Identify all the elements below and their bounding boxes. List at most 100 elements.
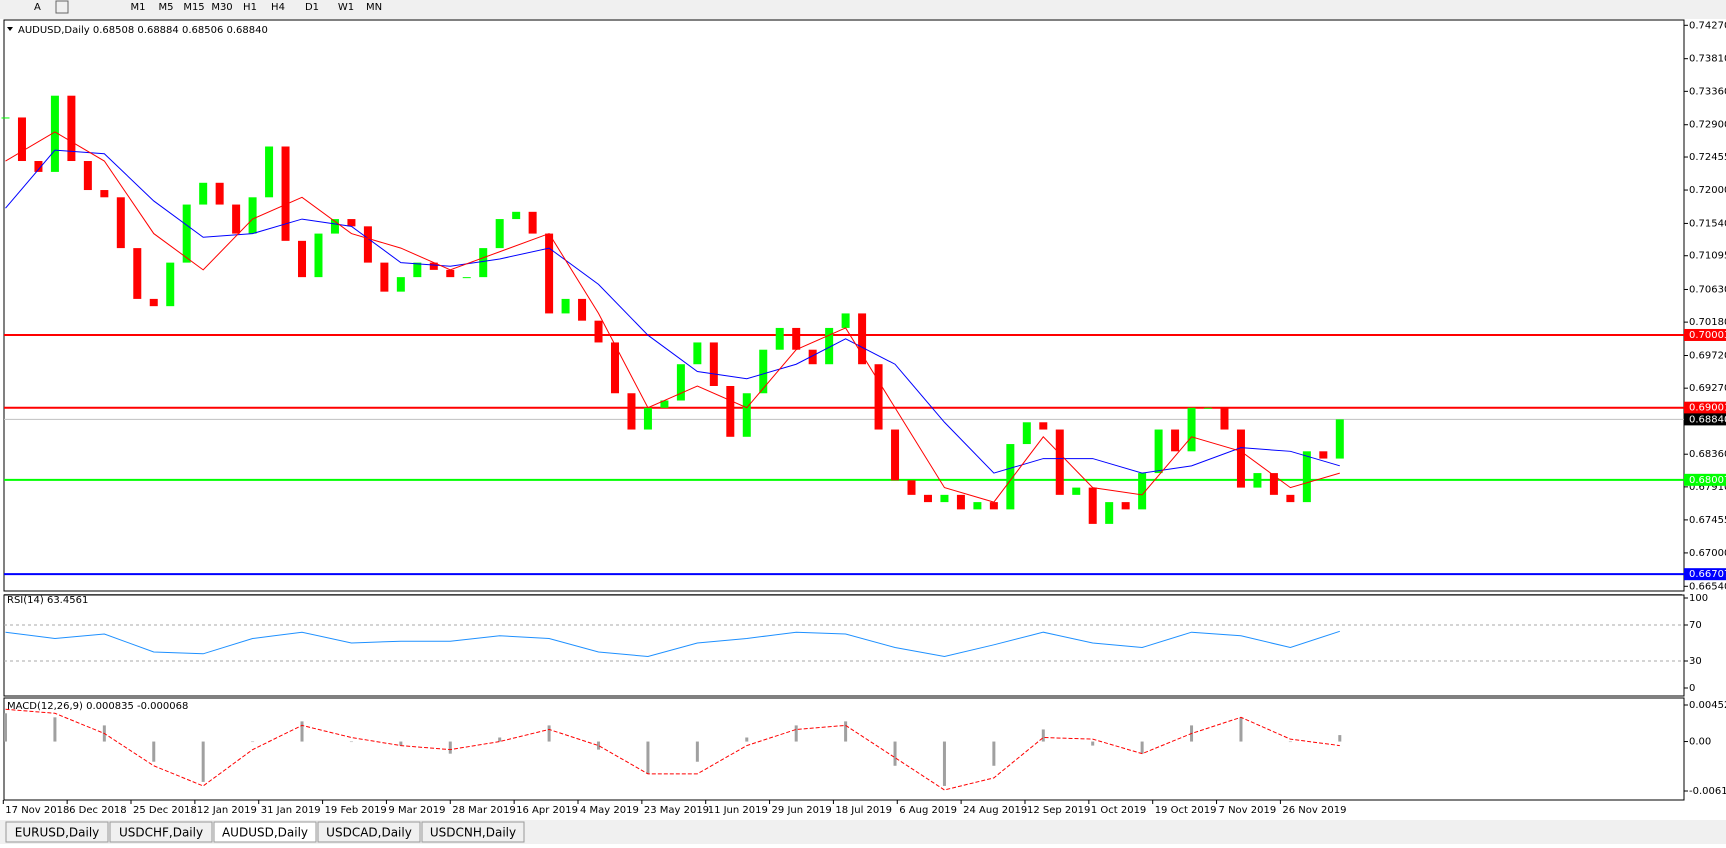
candle xyxy=(1253,473,1262,488)
histogram-bar xyxy=(1091,741,1095,746)
candle xyxy=(100,190,109,198)
panel xyxy=(3,594,1685,697)
candle xyxy=(1286,494,1295,503)
candle xyxy=(1055,429,1064,495)
level-tag xyxy=(1684,473,1726,486)
histogram-bar xyxy=(4,713,7,742)
candle xyxy=(1171,429,1180,452)
y-tick-label: 30 xyxy=(1689,656,1702,667)
histogram-bar xyxy=(992,741,996,766)
candle xyxy=(594,320,603,343)
histogram-bar xyxy=(646,741,650,774)
tab-label[interactable]: USDCHF,Daily xyxy=(119,826,203,840)
candle xyxy=(1269,473,1278,495)
y-tick-label: 0 xyxy=(1689,683,1695,694)
collapse-arrow xyxy=(7,27,13,31)
candle xyxy=(775,327,784,350)
candle xyxy=(891,429,900,481)
candle xyxy=(1335,419,1344,459)
candle xyxy=(643,407,652,430)
tab-label[interactable]: AUDUSD,Daily xyxy=(222,826,308,840)
timeframe-button[interactable]: H4 xyxy=(271,2,285,13)
timeframe-button[interactable]: M15 xyxy=(183,2,204,13)
histogram-bar xyxy=(498,737,502,742)
candle xyxy=(1072,487,1081,495)
candle xyxy=(660,400,669,408)
candle xyxy=(1319,451,1328,459)
y-tick-label: 0.71095 xyxy=(1689,251,1726,262)
histogram-bar xyxy=(597,741,601,750)
histogram-bar xyxy=(399,741,403,746)
timeframe-button[interactable]: H1 xyxy=(243,2,257,13)
timeframe-button[interactable]: MN xyxy=(366,2,382,13)
candle xyxy=(693,342,702,365)
candle xyxy=(1121,502,1130,510)
tab-label[interactable]: USDCAD,Daily xyxy=(326,826,412,840)
timeframe-button[interactable]: M30 xyxy=(211,2,232,13)
candle xyxy=(858,313,867,365)
tab-label[interactable]: USDCNH,Daily xyxy=(430,826,516,840)
timeframe-button[interactable]: M5 xyxy=(159,2,174,13)
y-tick-label: 100 xyxy=(1689,593,1708,604)
candle xyxy=(512,211,521,220)
candle xyxy=(907,480,916,495)
candle xyxy=(759,349,768,394)
candle xyxy=(561,298,570,314)
histogram-bar xyxy=(300,721,304,742)
timeframe-button[interactable]: M1 xyxy=(131,2,146,13)
candle xyxy=(50,95,59,172)
candle xyxy=(610,342,619,394)
candle xyxy=(363,226,372,263)
signal-line xyxy=(5,708,1340,791)
candle xyxy=(956,494,965,510)
histogram-bar xyxy=(893,741,897,766)
histogram-bar xyxy=(794,725,798,742)
histogram-bar xyxy=(251,741,255,743)
tab[interactable] xyxy=(109,821,213,843)
candle xyxy=(1022,422,1031,445)
histogram-bar xyxy=(1338,735,1342,742)
timeframe-button[interactable]: W1 xyxy=(338,2,354,13)
tab[interactable] xyxy=(213,821,317,843)
x-tick-label: 7 Nov 2019 xyxy=(1219,805,1277,816)
tab[interactable] xyxy=(317,821,421,843)
histogram-bar xyxy=(53,717,57,742)
candle xyxy=(1138,473,1147,510)
x-tick-label: 6 Aug 2019 xyxy=(899,805,957,816)
candle xyxy=(429,262,438,270)
candle xyxy=(149,298,158,307)
candle xyxy=(232,204,241,234)
candle xyxy=(1154,429,1163,474)
candle xyxy=(1105,502,1114,524)
candle xyxy=(1187,407,1196,452)
tab-label[interactable]: EURUSD,Daily xyxy=(15,826,100,840)
candle xyxy=(166,262,175,307)
rsi-line xyxy=(5,630,1340,658)
tab[interactable] xyxy=(5,821,109,843)
timeframe-button[interactable]: D1 xyxy=(305,2,319,13)
level-label: 0.69001 xyxy=(1689,403,1726,414)
text-tool[interactable]: A xyxy=(34,2,41,13)
candle xyxy=(215,182,224,205)
tab[interactable] xyxy=(421,821,525,843)
x-tick-label: 25 Dec 2018 xyxy=(133,805,197,816)
candle xyxy=(825,327,834,365)
x-tick-label: 12 Sep 2019 xyxy=(1027,805,1090,816)
candle xyxy=(726,385,735,437)
candle xyxy=(446,269,455,278)
x-tick-label: 29 Jun 2019 xyxy=(772,805,832,816)
indicator-title: MACD(12,26,9) 0.000835 -0.000068 xyxy=(7,701,188,712)
label-tool[interactable] xyxy=(55,0,69,14)
